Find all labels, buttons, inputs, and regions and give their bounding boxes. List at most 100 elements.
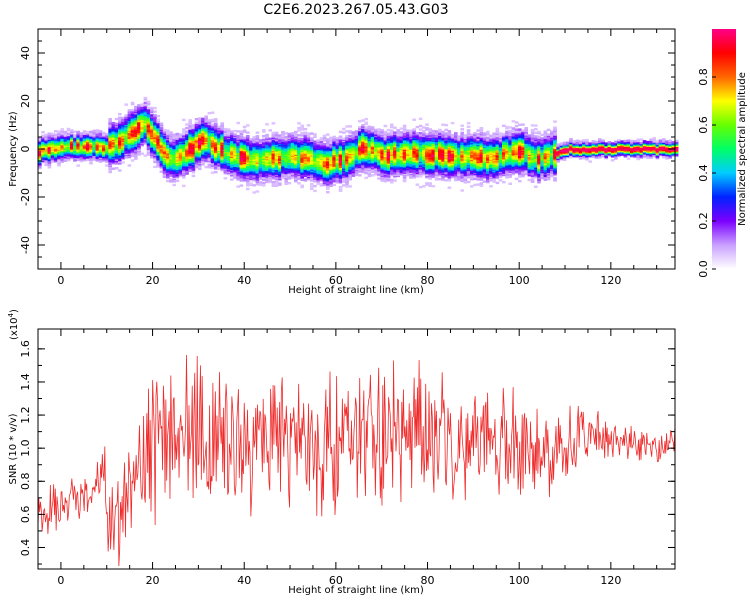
heat-cell — [239, 173, 244, 176]
heat-cell — [374, 172, 378, 175]
heat-cell — [258, 147, 263, 150]
heat-cell — [444, 167, 448, 170]
heat-cell — [457, 177, 461, 180]
heat-cell — [127, 164, 132, 167]
heat-cell — [255, 131, 260, 134]
heat-cell — [127, 111, 132, 114]
heat-cell — [380, 162, 384, 165]
heat-cell — [54, 130, 58, 133]
heat-cell — [265, 141, 269, 144]
heat-cell — [44, 154, 48, 157]
heat-cell — [262, 144, 266, 147]
heat-cell — [60, 160, 64, 163]
heat-cell — [191, 159, 196, 162]
heat-cell — [345, 142, 349, 145]
heat-cell — [393, 131, 397, 134]
heat-cell — [246, 144, 250, 147]
heat-cell — [236, 150, 240, 153]
heat-cell — [338, 188, 343, 191]
heat-cell — [156, 114, 160, 118]
heat-cell — [310, 137, 314, 140]
heat-cell — [412, 130, 416, 133]
heat-cell — [124, 121, 128, 124]
heat-cell — [297, 129, 301, 132]
heat-cell — [338, 139, 343, 142]
heat-cell — [450, 153, 455, 156]
heat-cell — [134, 111, 138, 115]
heat-cell — [460, 176, 464, 179]
heat-cell — [194, 121, 199, 124]
heat-cell — [319, 184, 324, 187]
heat-cell — [434, 132, 439, 136]
heat-cell — [223, 147, 228, 150]
heat-cell — [226, 165, 231, 168]
heat-cell — [450, 121, 455, 125]
heat-cell — [412, 136, 416, 139]
heat-cell — [390, 133, 394, 136]
heat-cell — [54, 133, 58, 137]
heat-cell — [390, 125, 394, 129]
heat-cell — [329, 143, 333, 147]
heat-cell — [284, 146, 288, 149]
heat-cell — [396, 141, 400, 144]
heat-cell — [354, 135, 359, 138]
heat-cell — [140, 118, 144, 122]
heat-cell — [60, 148, 64, 151]
heat-cell — [326, 146, 330, 149]
heat-cell — [153, 110, 157, 113]
heat-cell — [262, 156, 266, 159]
heat-cell — [50, 153, 55, 156]
heat-cell — [153, 118, 157, 122]
heat-cell — [418, 159, 423, 162]
heat-cell — [294, 153, 298, 156]
heat-cell — [207, 133, 212, 136]
heat-cell — [255, 141, 260, 144]
heat-cell — [364, 137, 368, 140]
heat-cell — [428, 128, 432, 131]
heat-cell — [246, 162, 250, 165]
heat-cell — [380, 144, 384, 147]
heat-cell — [434, 130, 439, 133]
heat-cell — [390, 178, 394, 182]
heat-cell — [47, 136, 52, 139]
heat-cell — [230, 167, 234, 170]
heat-cell — [338, 157, 343, 160]
heat-cell — [444, 128, 448, 132]
heat-cell — [182, 128, 186, 131]
heat-cell — [252, 142, 256, 145]
heat-cell — [418, 124, 423, 128]
heat-cell — [57, 149, 61, 152]
heat-cell — [402, 133, 407, 136]
heat-cell — [313, 140, 317, 143]
heat-cell — [57, 130, 61, 133]
heat-cell — [166, 129, 170, 132]
heat-cell — [265, 135, 269, 138]
heat-cell — [236, 130, 240, 133]
heat-cell — [220, 169, 224, 172]
heat-cell — [127, 109, 132, 112]
heat-cell — [425, 123, 429, 126]
heat-cell — [466, 155, 471, 158]
heat-cell — [396, 165, 400, 168]
heat-cell — [127, 145, 132, 148]
heat-cell — [348, 185, 352, 188]
heat-cell — [130, 102, 135, 106]
heat-cell — [201, 156, 205, 159]
heat-cell — [322, 170, 327, 173]
heat-cell — [425, 160, 429, 163]
heat-cell — [342, 180, 346, 183]
heat-cell — [118, 150, 122, 153]
heat-cell — [162, 136, 167, 139]
heat-cell — [351, 154, 356, 157]
heat-cell — [79, 143, 84, 146]
heat-cell — [239, 130, 244, 133]
heat-cell — [175, 136, 180, 139]
heat-cell — [268, 129, 272, 132]
heat-cell — [274, 146, 279, 149]
heat-cell — [201, 138, 205, 141]
heat-cell — [281, 176, 285, 179]
heat-cell — [319, 160, 324, 163]
heat-cell — [255, 190, 260, 193]
heat-cell — [242, 125, 247, 129]
